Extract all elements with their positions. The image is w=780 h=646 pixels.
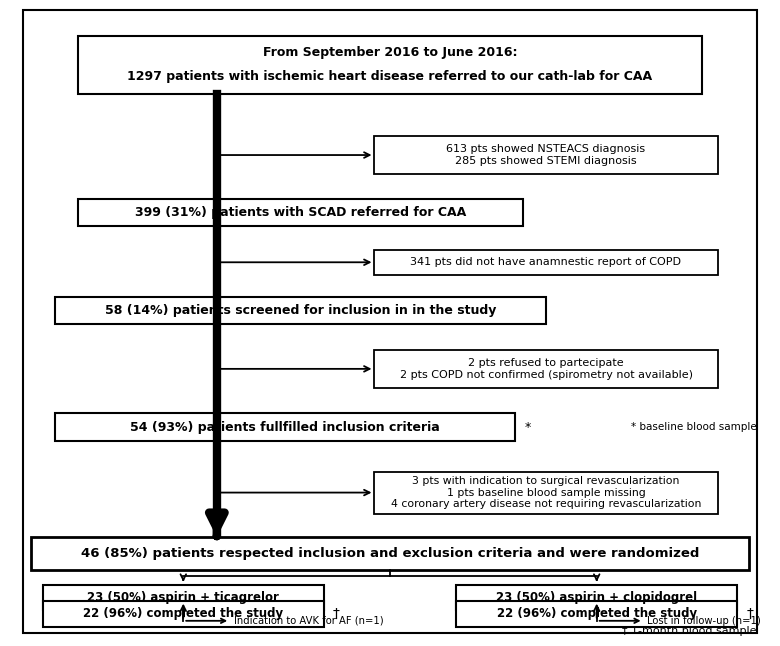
Text: Indication to AVK for AF (n=1): Indication to AVK for AF (n=1)	[234, 616, 384, 626]
FancyBboxPatch shape	[43, 585, 324, 610]
Text: 23 (50%) aspirin + ticagrelor: 23 (50%) aspirin + ticagrelor	[87, 591, 279, 604]
Text: † 1-month blood sample: † 1-month blood sample	[622, 626, 757, 636]
FancyBboxPatch shape	[55, 413, 515, 441]
Text: 341 pts did not have anamnestic report of COPD: 341 pts did not have anamnestic report o…	[410, 257, 682, 267]
Text: From September 2016 to June 2016:: From September 2016 to June 2016:	[263, 47, 517, 59]
Text: * baseline blood sample: * baseline blood sample	[631, 422, 757, 432]
Text: 1297 patients with ischemic heart disease referred to our cath-lab for CAA: 1297 patients with ischemic heart diseas…	[127, 70, 653, 83]
Text: 58 (14%) patients screened for inclusion in in the study: 58 (14%) patients screened for inclusion…	[105, 304, 496, 317]
Text: 399 (31%) patients with SCAD referred for CAA: 399 (31%) patients with SCAD referred fo…	[135, 206, 466, 219]
Text: 3 pts with indication to surgical revascularization
1 pts baseline blood sample : 3 pts with indication to surgical revasc…	[391, 476, 701, 509]
Text: 54 (93%) patients fullfilled inclusion criteria: 54 (93%) patients fullfilled inclusion c…	[129, 421, 440, 433]
FancyBboxPatch shape	[374, 350, 718, 388]
Text: 2 pts refused to partecipate
2 pts COPD not confirmed (spirometry not available): 2 pts refused to partecipate 2 pts COPD …	[399, 358, 693, 380]
Text: 46 (85%) patients respected inclusion and exclusion criteria and were randomized: 46 (85%) patients respected inclusion an…	[81, 547, 699, 560]
FancyBboxPatch shape	[374, 472, 718, 514]
Text: 22 (96%) completed the study: 22 (96%) completed the study	[83, 607, 283, 620]
FancyBboxPatch shape	[374, 136, 718, 174]
FancyBboxPatch shape	[55, 297, 546, 324]
FancyBboxPatch shape	[78, 199, 523, 226]
Text: †: †	[333, 607, 340, 621]
FancyBboxPatch shape	[456, 601, 737, 627]
FancyBboxPatch shape	[456, 585, 737, 610]
FancyBboxPatch shape	[374, 250, 718, 275]
Text: 613 pts showed NSTEACS diagnosis
285 pts showed STEMI diagnosis: 613 pts showed NSTEACS diagnosis 285 pts…	[446, 144, 646, 166]
FancyBboxPatch shape	[43, 601, 324, 627]
Text: †: †	[746, 607, 753, 621]
FancyBboxPatch shape	[78, 36, 702, 94]
FancyBboxPatch shape	[23, 10, 757, 633]
Text: 23 (50%) aspirin + clopidogrel: 23 (50%) aspirin + clopidogrel	[496, 591, 697, 604]
Text: *: *	[524, 421, 530, 433]
Text: 22 (96%) completed the study: 22 (96%) completed the study	[497, 607, 697, 620]
Text: Lost in follow-up (n=1): Lost in follow-up (n=1)	[647, 616, 761, 626]
FancyBboxPatch shape	[31, 537, 749, 570]
